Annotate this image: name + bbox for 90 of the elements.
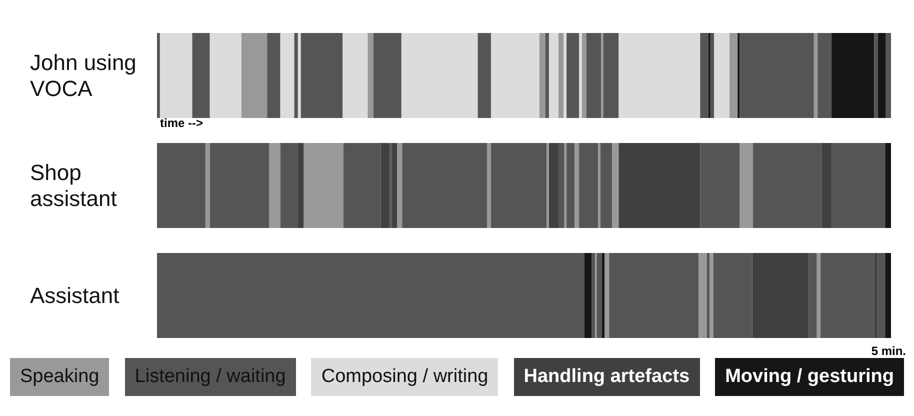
bar — [878, 33, 886, 118]
bar — [157, 143, 206, 228]
bar — [820, 253, 874, 338]
bar — [753, 143, 822, 228]
bar — [343, 143, 381, 228]
bar — [579, 33, 582, 118]
legend-label: Speaking — [20, 358, 110, 396]
bar — [600, 143, 612, 228]
bar — [877, 253, 886, 338]
bar — [603, 33, 619, 118]
bar — [885, 143, 891, 228]
bar — [558, 143, 564, 228]
bar — [874, 33, 878, 118]
bar — [730, 33, 738, 118]
annotation: time --> — [160, 116, 204, 130]
bar — [280, 143, 298, 228]
bar — [886, 33, 891, 118]
bar — [157, 253, 584, 338]
bar — [740, 143, 754, 228]
bar — [548, 143, 558, 228]
bar — [564, 143, 567, 228]
bar — [586, 33, 602, 118]
legend-label: Listening / waiting — [134, 358, 296, 396]
bar — [402, 143, 488, 228]
bar — [618, 33, 700, 118]
bar — [808, 253, 817, 338]
bar — [368, 33, 374, 118]
bar — [304, 143, 344, 228]
bar — [604, 253, 610, 338]
bar — [294, 33, 298, 118]
bar — [374, 33, 402, 118]
bar — [618, 143, 700, 228]
bar — [269, 143, 280, 228]
bar — [710, 253, 714, 338]
bar — [814, 33, 818, 118]
bar — [267, 33, 280, 118]
annotation: 5 min. — [871, 344, 906, 358]
y-tick-label: John using VOCA — [30, 50, 136, 101]
bar — [487, 143, 491, 228]
bar — [816, 253, 821, 338]
bar — [300, 33, 343, 118]
y-tick-label: Assistant — [30, 283, 120, 308]
bar — [210, 143, 270, 228]
bar — [401, 33, 478, 118]
legend-label: Handling artefacts — [524, 358, 700, 396]
bar — [710, 33, 714, 118]
bar — [752, 253, 809, 338]
bar — [574, 143, 580, 228]
bar — [342, 33, 368, 118]
bar — [558, 33, 564, 118]
bar — [478, 33, 491, 118]
bar — [714, 33, 730, 118]
bar — [832, 143, 886, 228]
bar — [713, 253, 752, 338]
bar — [380, 143, 390, 228]
y-tick-label: Shop assistant — [30, 160, 117, 211]
bar — [740, 33, 814, 118]
bar — [564, 33, 567, 118]
bar — [545, 33, 549, 118]
bar — [192, 33, 210, 118]
bar — [609, 253, 699, 338]
bar — [298, 143, 304, 228]
bar — [700, 33, 708, 118]
bar — [280, 33, 294, 118]
bar — [157, 33, 160, 118]
bar — [539, 33, 546, 118]
legend-label: Moving / gesturing — [725, 358, 904, 396]
bar — [490, 33, 540, 118]
bar — [612, 143, 619, 228]
bar — [698, 253, 707, 338]
bar — [397, 143, 402, 228]
bar — [298, 33, 301, 118]
bar — [392, 143, 398, 228]
bar — [885, 253, 891, 338]
bar — [490, 143, 547, 228]
bar — [700, 143, 740, 228]
bar — [241, 33, 268, 118]
bar — [210, 33, 242, 118]
bar — [584, 253, 592, 338]
bar — [566, 33, 580, 118]
bar — [818, 33, 832, 118]
legend-label: Composing / writing — [321, 358, 498, 396]
bar — [566, 143, 575, 228]
bar — [205, 143, 210, 228]
bar — [582, 33, 586, 118]
bar — [832, 33, 874, 118]
bar — [160, 33, 192, 118]
bar — [579, 143, 598, 228]
bar — [548, 33, 558, 118]
bar — [821, 143, 832, 228]
